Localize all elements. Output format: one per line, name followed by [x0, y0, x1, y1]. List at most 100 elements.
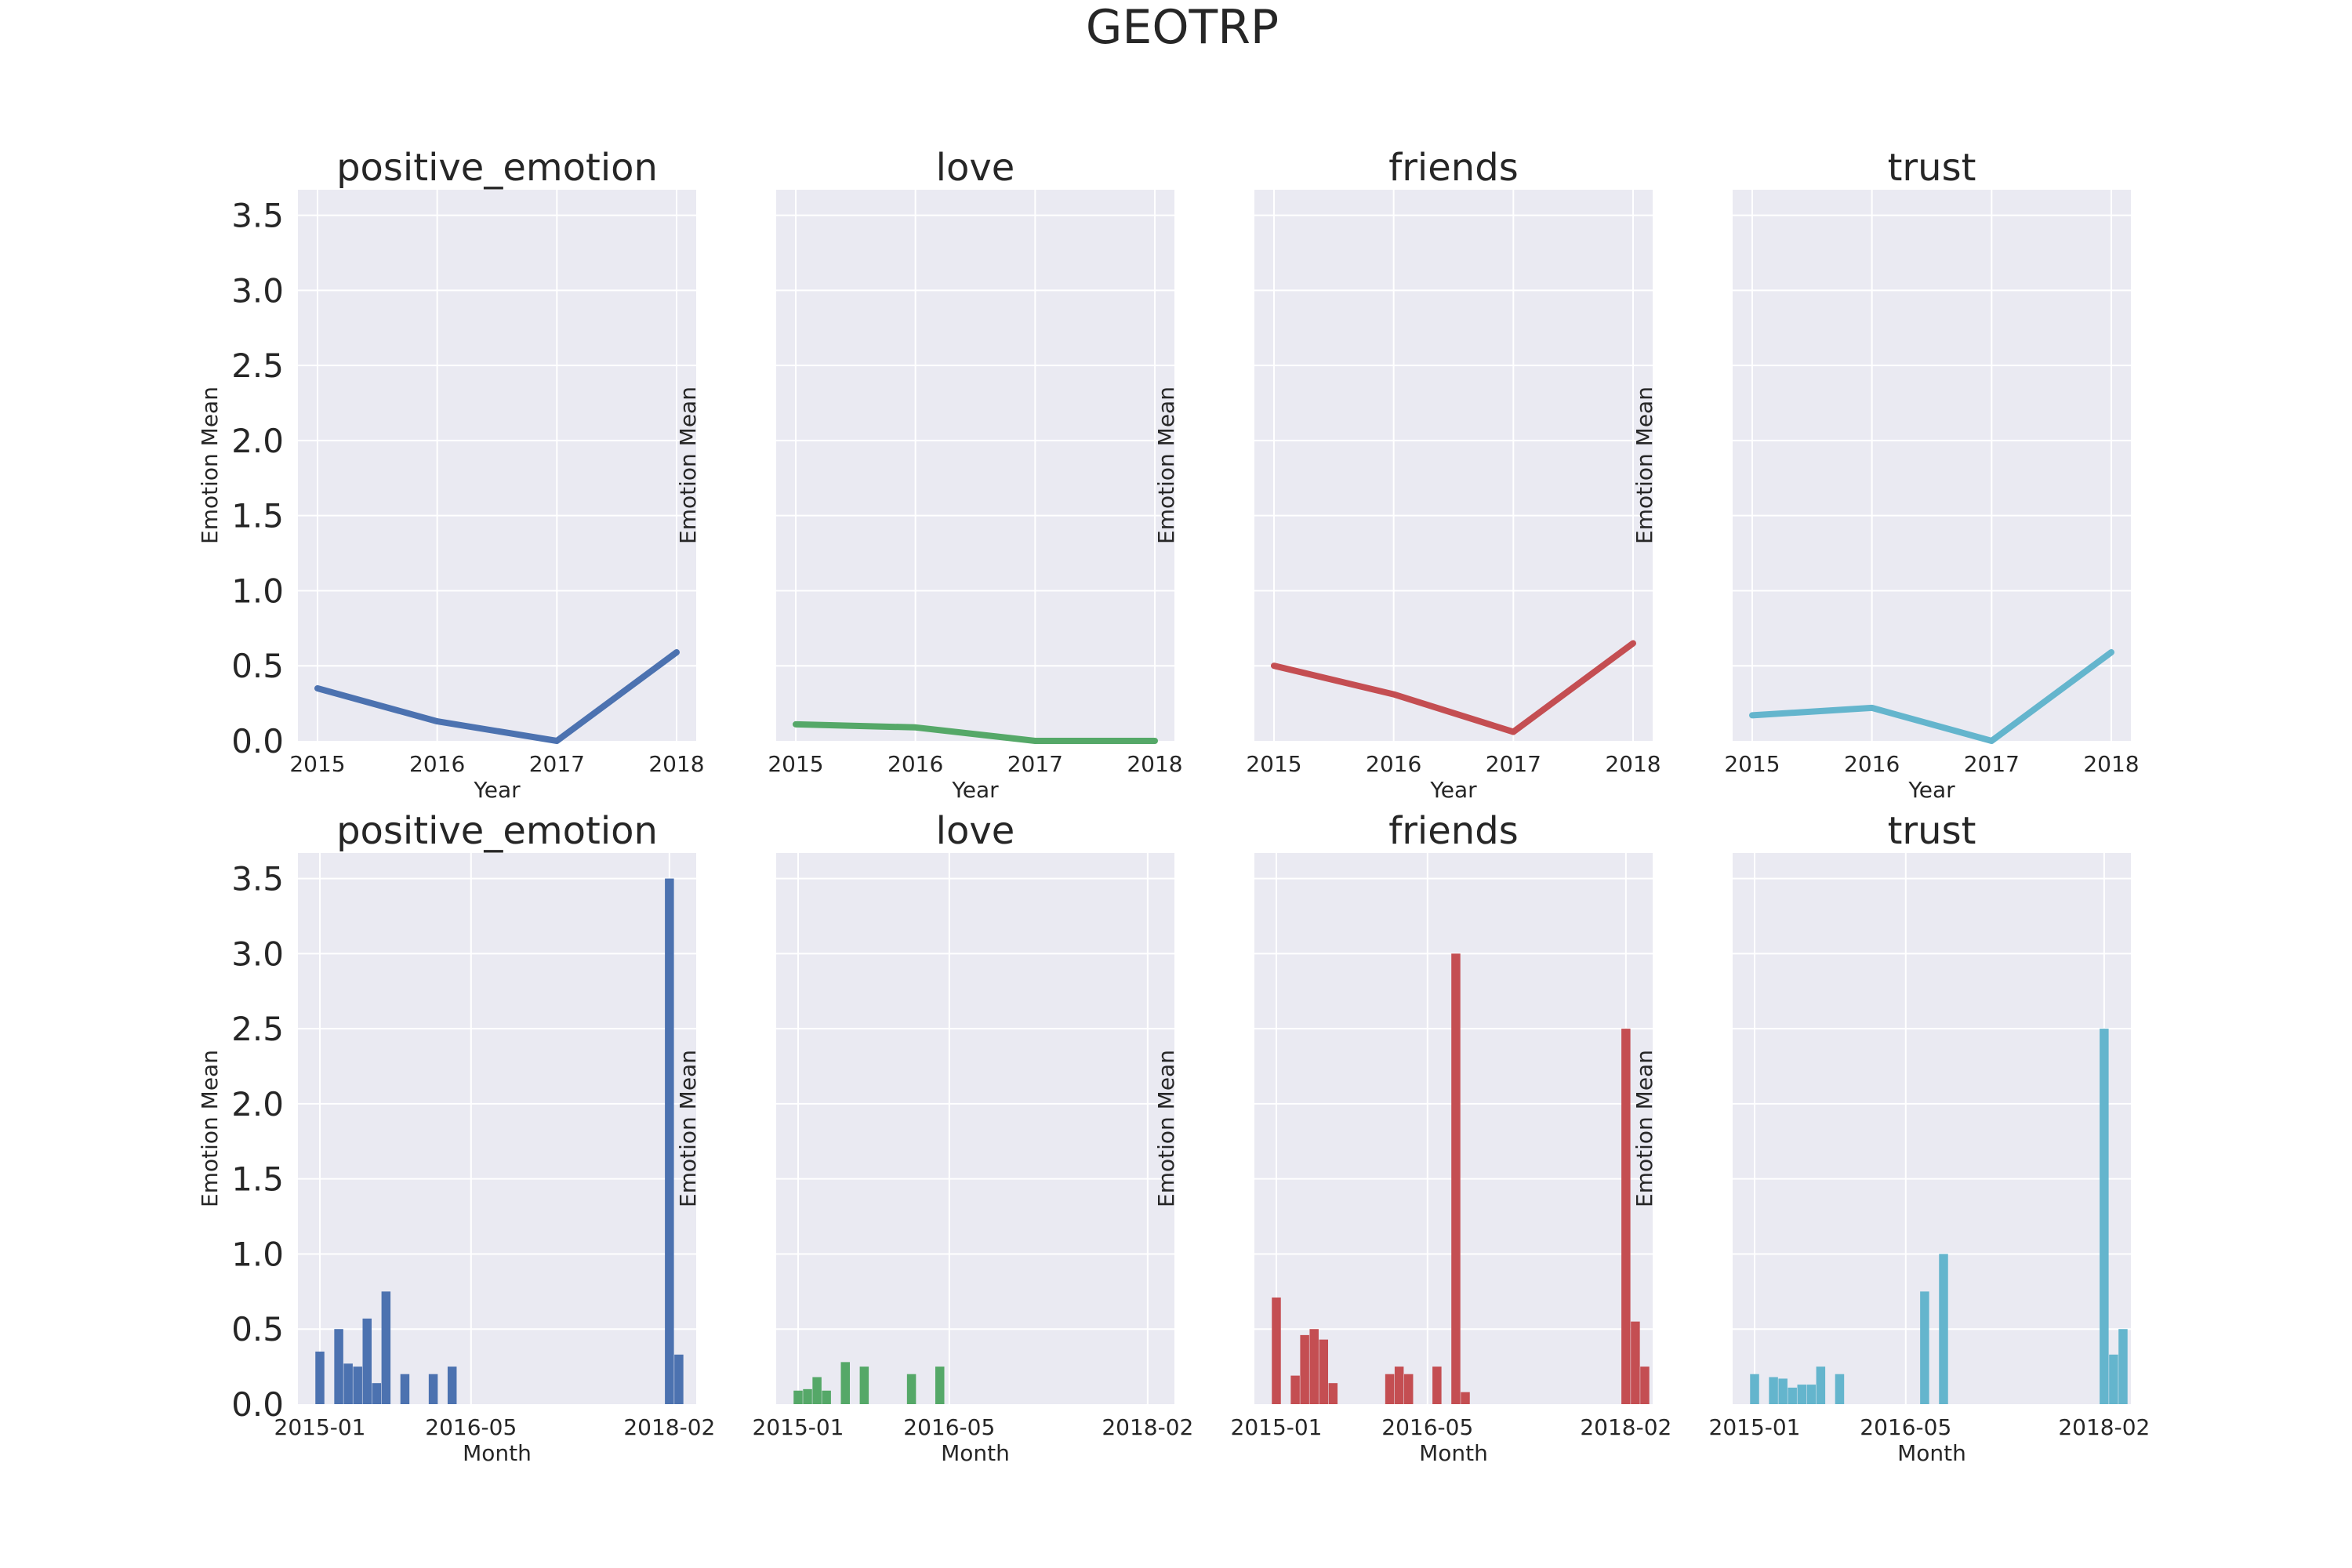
bar [1432, 1367, 1442, 1404]
subplot-title: trust [1888, 146, 1976, 190]
x-tick-label: 2016-05 [1381, 1414, 1473, 1440]
bar [353, 1367, 362, 1404]
x-tick-label: 2018-02 [623, 1414, 715, 1440]
x-axis-label: Month [463, 1440, 532, 1466]
x-tick-label: 2016 [409, 751, 465, 777]
plot-area [776, 190, 1174, 741]
y-tick-label: 0.0 [231, 722, 284, 760]
x-tick-label: 2015 [1724, 751, 1780, 777]
y-tick-label: 2.5 [231, 1010, 284, 1048]
bar [906, 1374, 916, 1404]
x-tick-label: 2015 [1246, 751, 1301, 777]
bar [1797, 1385, 1806, 1404]
bar [1835, 1374, 1845, 1404]
y-tick-label: 1.0 [231, 1235, 284, 1273]
x-tick-label: 2018-02 [1580, 1414, 1671, 1440]
bar [381, 1291, 391, 1404]
bar [1290, 1375, 1300, 1404]
x-tick-label: 2018 [1127, 751, 1182, 777]
y-tick-label: 3.5 [231, 197, 284, 235]
x-axis-label: Year [473, 777, 521, 803]
bar [674, 1354, 684, 1404]
y-axis-label: Emotion Mean [1153, 1050, 1179, 1207]
bar [665, 878, 674, 1404]
x-axis-label: Month [1419, 1440, 1488, 1466]
x-tick-label: 2015 [768, 751, 823, 777]
y-axis-label: Emotion Mean [197, 387, 223, 544]
bar [1788, 1387, 1797, 1404]
x-tick-label: 2017 [1486, 751, 1541, 777]
y-axis-label: Emotion Mean [675, 1050, 701, 1207]
bar [1631, 1321, 1640, 1404]
bar [1309, 1329, 1319, 1404]
x-tick-label: 2015-01 [1709, 1414, 1801, 1440]
x-axis-label: Year [1907, 777, 1955, 803]
bar [1769, 1377, 1778, 1404]
bar [1272, 1297, 1281, 1404]
y-tick-label: 1.5 [231, 1160, 284, 1199]
x-axis-label: Month [1897, 1440, 1966, 1466]
bar [362, 1318, 372, 1404]
x-tick-label: 2016 [1366, 751, 1421, 777]
plot-area [776, 853, 1174, 1404]
subplot-monthly-positive-emotion: positive_emotion 2015-01 2016-05 2018-02 Mon… [197, 809, 715, 1466]
x-axis-label: Year [951, 777, 999, 803]
y-tick-label: 1.0 [231, 572, 284, 610]
x-tick-label: 2015-01 [753, 1414, 844, 1440]
bar [803, 1388, 812, 1404]
subplot-title: positive_emotion [336, 146, 658, 190]
y-axis-label: Emotion Mean [197, 1050, 223, 1207]
bar [334, 1329, 343, 1404]
series-line [793, 720, 1158, 744]
x-tick-label: 2018-02 [2058, 1414, 2150, 1440]
bar [2109, 1354, 2118, 1404]
subplot-title: friends [1388, 146, 1518, 190]
bar [343, 1363, 353, 1404]
bar [1640, 1367, 1650, 1404]
x-tick-label: 2015 [289, 751, 345, 777]
bar [1816, 1367, 1826, 1404]
plot-area [1254, 190, 1653, 741]
bar [1750, 1374, 1759, 1404]
subplot-monthly-friends: friends 2015-01 2016-05 2018-02 Month Emotion… [1153, 809, 1671, 1466]
plot-area [298, 853, 696, 1404]
x-tick-label: 2016 [887, 751, 943, 777]
bar [1920, 1291, 1929, 1404]
plot-area [1733, 190, 2131, 741]
bar [1394, 1367, 1404, 1404]
y-axis-label: Emotion Mean [1632, 1050, 1657, 1207]
subplot-title: friends [1388, 809, 1518, 853]
bar [812, 1377, 822, 1404]
x-tick-label: 2018 [648, 751, 704, 777]
bar [400, 1374, 410, 1404]
x-tick-label: 2018 [2083, 751, 2139, 777]
bar [1300, 1334, 1309, 1404]
y-axis-label: Emotion Mean [1153, 387, 1179, 544]
y-tick-label: 0.5 [231, 647, 284, 685]
y-tick-label: 2.0 [231, 422, 284, 460]
subplot-yearly-trust: trust 2015 2016 2017 2018 Year Emotion Mean [1632, 146, 2140, 803]
x-tick-label: 2015-01 [274, 1414, 366, 1440]
y-axis-label: Emotion Mean [1632, 387, 1657, 544]
bar [859, 1367, 869, 1404]
x-tick-label: 2015-01 [1231, 1414, 1323, 1440]
bar [822, 1390, 831, 1404]
y-tick-label: 0.5 [231, 1310, 284, 1348]
x-axis-label: Year [1429, 777, 1477, 803]
x-tick-label: 2018 [1605, 751, 1661, 777]
x-tick-label: 2016-05 [1860, 1414, 1951, 1440]
bar [2118, 1329, 2128, 1404]
x-tick-label: 2016 [1844, 751, 1900, 777]
x-axis-label: Month [941, 1440, 1010, 1466]
subplot-grid: positive_emotion 2015 2016 2017 2018 Year Emot… [197, 146, 2150, 1466]
bar [1451, 953, 1461, 1404]
plot-area [1733, 853, 2131, 1404]
x-tick-label: 2016-05 [903, 1414, 995, 1440]
bar [935, 1367, 945, 1404]
series-line [314, 649, 680, 744]
x-tick-label: 2017 [1964, 751, 2020, 777]
x-tick-label: 2017 [1007, 751, 1063, 777]
bar [1385, 1374, 1395, 1404]
series-line [1271, 640, 1636, 735]
